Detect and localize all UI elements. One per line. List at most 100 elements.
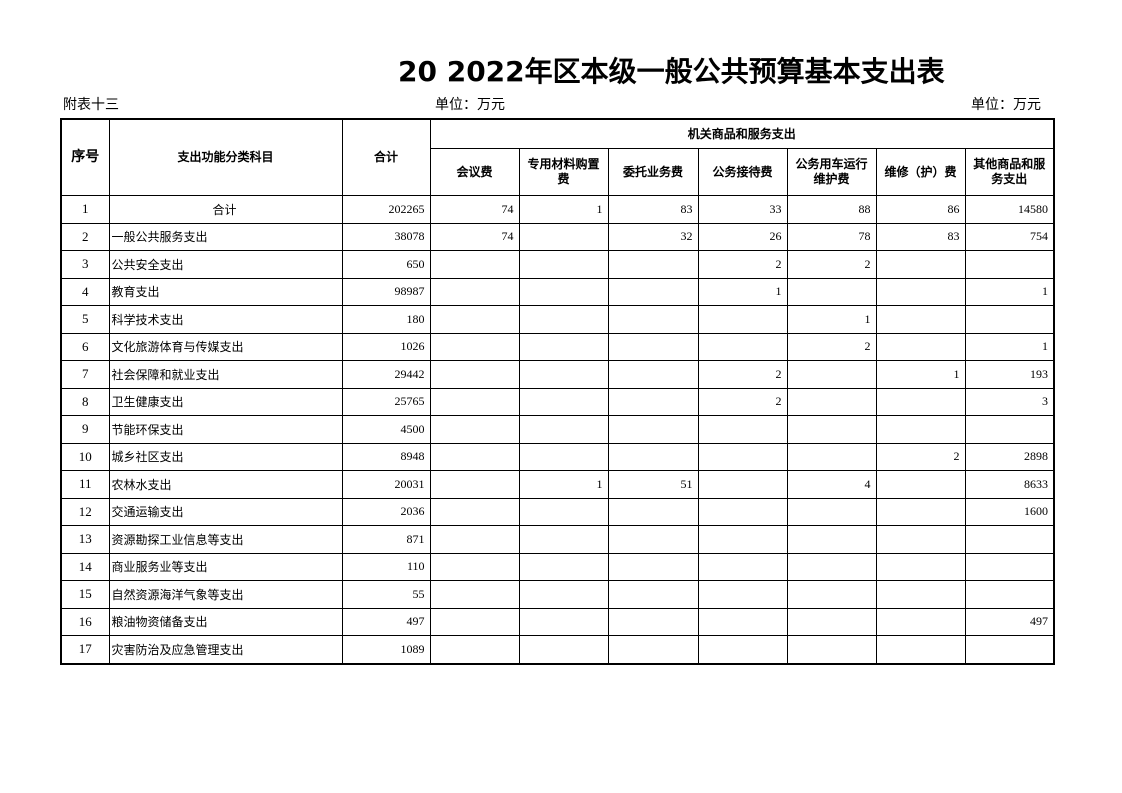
- row-category: 资源勘探工业信息等支出: [108, 525, 343, 554]
- table-row: 9 节能环保支出 4500: [60, 415, 1055, 444]
- row-value: [518, 305, 609, 334]
- row-value: [875, 470, 966, 499]
- row-value: 2: [786, 250, 877, 279]
- row-value: 1: [518, 195, 609, 224]
- row-value: [786, 580, 877, 609]
- row-value: 497: [964, 607, 1055, 636]
- row-value: [697, 635, 788, 664]
- row-total: 38078: [341, 222, 431, 251]
- row-value: [697, 552, 788, 581]
- header-total: 合计: [341, 118, 431, 196]
- row-value: [786, 387, 877, 416]
- header-column: 其他商品和服务支出: [964, 148, 1055, 196]
- row-value: 83: [875, 222, 966, 251]
- row-value: [518, 360, 609, 389]
- row-value: [786, 415, 877, 444]
- row-value: [875, 552, 966, 581]
- row-category: 公共安全支出: [108, 250, 343, 279]
- header-category: 支出功能分类科目: [108, 118, 343, 196]
- row-category: 节能环保支出: [108, 415, 343, 444]
- row-value: [875, 635, 966, 664]
- row-value: [697, 580, 788, 609]
- row-value: 1: [697, 277, 788, 306]
- row-seq: 12: [60, 497, 110, 526]
- row-value: [607, 497, 699, 526]
- table-row: 10 城乡社区支出 8948 2 2898: [60, 442, 1055, 471]
- row-category: 商业服务业等支出: [108, 552, 343, 581]
- row-value: [429, 387, 520, 416]
- row-value: [786, 552, 877, 581]
- row-value: [786, 497, 877, 526]
- row-value: [607, 250, 699, 279]
- table-row: 5 科学技术支出 180 1: [60, 305, 1055, 334]
- row-value: 1: [786, 305, 877, 334]
- row-value: 86: [875, 195, 966, 224]
- header-column: 维修（护）费: [875, 148, 966, 196]
- header-column: 公务接待费: [697, 148, 788, 196]
- table-row: 7 社会保障和就业支出 29442 2 1 193: [60, 360, 1055, 389]
- row-value: [429, 360, 520, 389]
- row-value: [518, 415, 609, 444]
- row-seq: 17: [60, 635, 110, 664]
- row-value: [429, 552, 520, 581]
- row-value: [697, 470, 788, 499]
- row-value: [518, 250, 609, 279]
- row-total: 8948: [341, 442, 431, 471]
- row-value: [786, 360, 877, 389]
- row-value: [518, 277, 609, 306]
- row-value: 1: [964, 332, 1055, 361]
- row-value: [786, 635, 877, 664]
- row-value: [429, 525, 520, 554]
- row-value: [697, 305, 788, 334]
- header-column: 公务用车运行维护费: [786, 148, 877, 196]
- row-value: 51: [607, 470, 699, 499]
- row-seq: 13: [60, 525, 110, 554]
- row-value: 2: [786, 332, 877, 361]
- row-value: 83: [607, 195, 699, 224]
- row-total: 1089: [341, 635, 431, 664]
- row-total: 180: [341, 305, 431, 334]
- row-category: 粮油物资储备支出: [108, 607, 343, 636]
- row-value: [429, 442, 520, 471]
- row-value: 2: [697, 387, 788, 416]
- row-category: 城乡社区支出: [108, 442, 343, 471]
- row-category: 文化旅游体育与传媒支出: [108, 332, 343, 361]
- table-row: 14 商业服务业等支出 110: [60, 552, 1055, 581]
- row-value: [786, 525, 877, 554]
- row-seq: 9: [60, 415, 110, 444]
- table-row: 1 合计 202265 74 1 83 33 88 86 14580: [60, 195, 1055, 224]
- row-value: 14580: [964, 195, 1055, 224]
- row-value: [429, 277, 520, 306]
- row-value: [429, 470, 520, 499]
- table-row: 2 一般公共服务支出 38078 74 32 26 78 83 754: [60, 222, 1055, 251]
- table-row: 6 文化旅游体育与传媒支出 1026 2 1: [60, 332, 1055, 361]
- row-value: [697, 497, 788, 526]
- row-value: [518, 580, 609, 609]
- row-seq: 4: [60, 277, 110, 306]
- row-category: 灾害防治及应急管理支出: [108, 635, 343, 664]
- row-value: [607, 552, 699, 581]
- row-seq: 14: [60, 552, 110, 581]
- row-total: 98987: [341, 277, 431, 306]
- row-value: [786, 442, 877, 471]
- row-value: [875, 580, 966, 609]
- row-total: 25765: [341, 387, 431, 416]
- header-column: 专用材料购置费: [518, 148, 609, 196]
- row-value: [429, 415, 520, 444]
- row-value: [875, 415, 966, 444]
- table-row: 13 资源勘探工业信息等支出 871: [60, 525, 1055, 554]
- row-value: [429, 250, 520, 279]
- row-value: 2: [875, 442, 966, 471]
- row-value: [875, 607, 966, 636]
- row-value: [518, 387, 609, 416]
- row-category: 交通运输支出: [108, 497, 343, 526]
- row-value: [875, 277, 966, 306]
- row-value: [607, 525, 699, 554]
- row-value: [518, 635, 609, 664]
- row-value: [607, 415, 699, 444]
- table-row: 17 灾害防治及应急管理支出 1089: [60, 635, 1055, 664]
- row-category: 农林水支出: [108, 470, 343, 499]
- row-total: 110: [341, 552, 431, 581]
- row-seq: 2: [60, 222, 110, 251]
- header-seq: 序号: [60, 118, 110, 196]
